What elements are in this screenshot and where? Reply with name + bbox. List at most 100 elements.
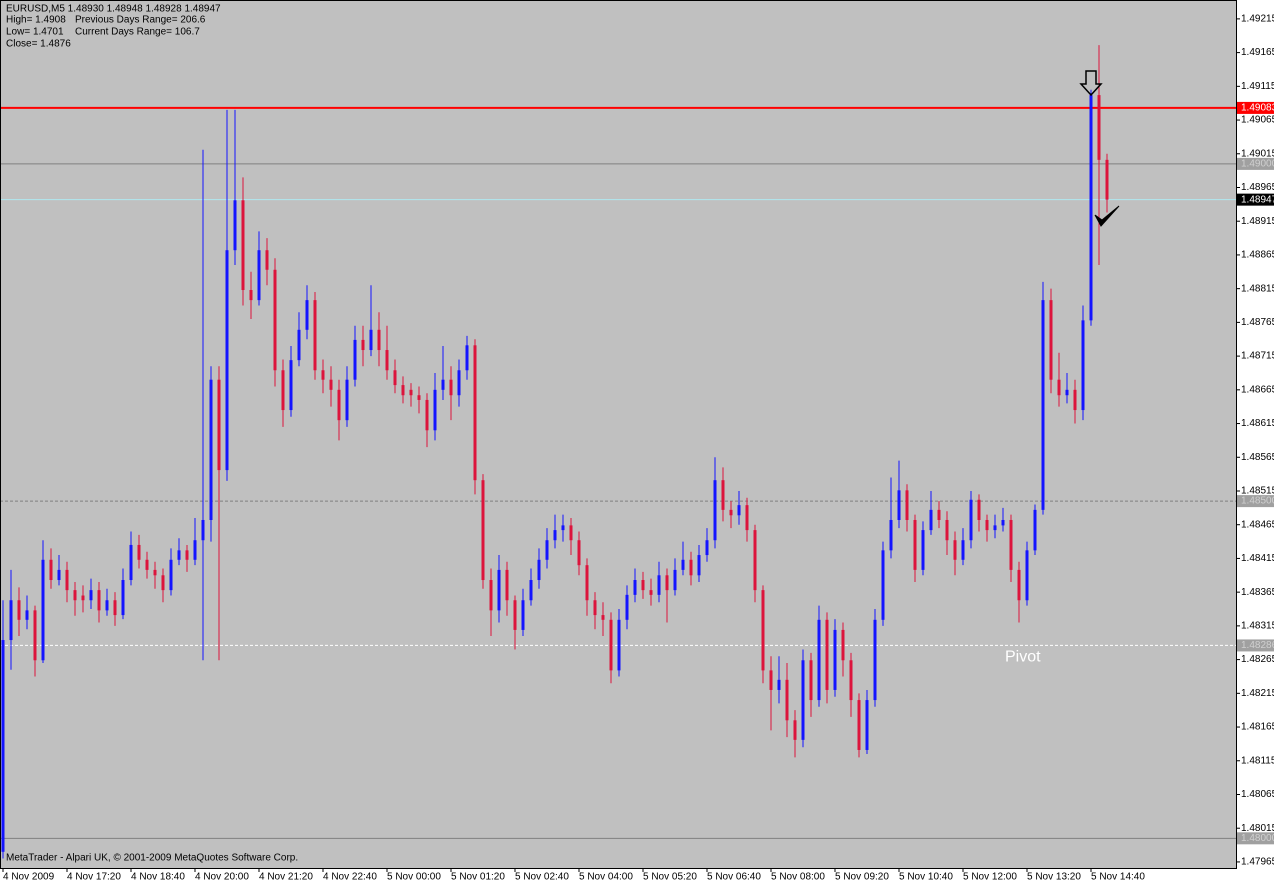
candle-body	[513, 600, 517, 630]
y-tick-label: 1.48815	[1241, 283, 1274, 294]
level-label-box	[1237, 495, 1274, 508]
candle-body	[225, 250, 229, 471]
candle-body	[1057, 379, 1061, 396]
candle-body	[1081, 320, 1085, 411]
candle-body	[993, 525, 997, 531]
y-tick-label: 1.48015	[1241, 823, 1274, 834]
info-previous-range: Previous Days Range= 206.6	[75, 15, 206, 26]
candle-body	[465, 345, 469, 371]
candle-body	[33, 610, 37, 661]
candle-body	[569, 525, 573, 541]
candle-body	[241, 200, 245, 291]
candle-body	[657, 575, 661, 595]
candle-body	[985, 519, 989, 531]
candle-body	[401, 385, 405, 396]
candle-body	[417, 395, 421, 400]
candle-body	[217, 379, 221, 471]
candle-body	[49, 559, 53, 581]
candle-body	[809, 660, 813, 701]
y-tick-label: 1.48315	[1241, 621, 1274, 632]
candle-body	[113, 600, 117, 616]
candle-body	[881, 550, 885, 620]
candle-body	[1017, 569, 1021, 601]
candle-body	[249, 290, 253, 301]
candle-body	[601, 615, 605, 620]
level-label: 1.48000	[1241, 833, 1274, 844]
candle-body	[721, 480, 725, 510]
candle-body	[641, 580, 645, 591]
x-tick-label: 5 Nov 10:40	[899, 872, 953, 883]
y-tick-label: 1.47965	[1241, 857, 1274, 868]
candle-body	[801, 660, 805, 740]
candle-body	[129, 544, 133, 581]
x-tick-label: 5 Nov 12:00	[963, 872, 1017, 883]
y-tick-label: 1.49065	[1241, 115, 1274, 126]
x-tick-label: 5 Nov 09:20	[835, 872, 889, 883]
sell-arrow	[1079, 70, 1103, 97]
candle-body	[393, 370, 397, 386]
candle-body	[425, 399, 429, 431]
candle-body	[449, 379, 453, 396]
candle-body	[1073, 389, 1077, 411]
candle-body	[969, 499, 973, 541]
y-tick-label: 1.48115	[1241, 755, 1274, 766]
candle-body	[281, 370, 285, 411]
y-tick-label: 1.48715	[1241, 351, 1274, 362]
candle-body	[273, 269, 277, 371]
y-tick-label: 1.48515	[1241, 486, 1274, 497]
level-label: 1.49083	[1241, 103, 1274, 114]
candle-body	[185, 550, 189, 560]
candle-body	[841, 629, 845, 661]
candle-body	[537, 559, 541, 581]
candle-body	[905, 490, 909, 520]
level-label: 1.48500	[1241, 496, 1274, 507]
candle-body	[329, 379, 333, 390]
candle-body	[625, 594, 629, 620]
y-tick-label: 1.48465	[1241, 519, 1274, 530]
candle-body	[97, 590, 101, 611]
y-tick-label: 1.48865	[1241, 250, 1274, 261]
candle-body	[265, 250, 269, 270]
candle-body	[121, 580, 125, 616]
candle-body	[545, 540, 549, 560]
candle-body	[1009, 519, 1013, 570]
candle-body	[753, 530, 757, 591]
candle-body	[105, 600, 109, 611]
x-tick-label: 5 Nov 08:00	[771, 872, 825, 883]
candle-body	[665, 575, 669, 591]
candle-body	[17, 600, 21, 620]
candle-body	[649, 590, 653, 595]
candle-body	[481, 480, 485, 581]
y-tick-label: 1.49115	[1241, 81, 1274, 92]
y-tick-label: 1.48765	[1241, 317, 1274, 328]
candle-body	[209, 379, 213, 520]
candle-body	[1097, 95, 1101, 160]
candle-body	[169, 559, 173, 591]
candle-body	[25, 610, 29, 620]
candle-body	[313, 300, 317, 371]
candle-body	[857, 700, 861, 750]
candle-body	[441, 379, 445, 390]
candle-body	[553, 530, 557, 541]
candle-body	[913, 519, 917, 570]
candle-body	[137, 544, 141, 560]
candle-body	[337, 389, 341, 421]
level-label-box	[1237, 157, 1274, 170]
x-tick-label: 4 Nov 20:00	[195, 872, 249, 883]
candle-body	[305, 300, 309, 330]
candle-body	[161, 575, 165, 591]
candle-body	[433, 389, 437, 431]
candle-body	[201, 519, 205, 541]
candle-body	[1001, 519, 1005, 526]
x-tick-label: 5 Nov 00:00	[387, 872, 441, 883]
candle-body	[777, 679, 781, 690]
x-tick-label: 5 Nov 02:40	[515, 872, 569, 883]
info-low: Low= 1.4701	[6, 27, 64, 38]
candle-body	[577, 540, 581, 566]
candle-body	[609, 619, 613, 671]
candle-body	[321, 370, 325, 380]
y-tick-label: 1.48165	[1241, 722, 1274, 733]
candle-body	[73, 590, 77, 601]
candle-body	[1025, 550, 1029, 601]
candle-body	[929, 509, 933, 531]
